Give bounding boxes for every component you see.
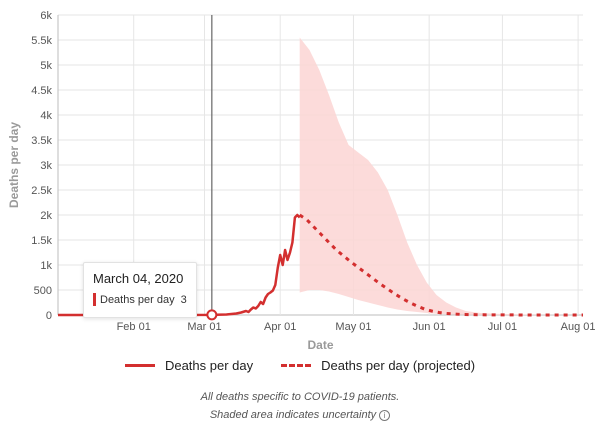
x-tick-label: May 01 (335, 321, 371, 333)
y-tick-label: 3k (40, 160, 52, 172)
y-tick-label: 6k (40, 10, 52, 22)
series-line-deaths-per-day (57, 213, 301, 317)
x-axis-title: Date (307, 338, 333, 352)
y-tick-label: 0 (46, 310, 52, 322)
footnote-uncertainty-text: Shaded area indicates uncertainty (209, 409, 377, 421)
tooltip-series-label: Deaths per day (100, 293, 175, 306)
x-tick-label: Jun 01 (413, 321, 446, 333)
x-tick-label: Jul 01 (488, 321, 517, 333)
tooltip-series-swatch (93, 293, 96, 306)
x-axis-ticks: Feb 01 Mar 01 Apr 01 May 01 Jun 01 Jul 01 Aug … (117, 321, 596, 333)
y-tick-label: 4.5k (31, 85, 52, 97)
uncertainty-band-layer (299, 37, 583, 315)
legend-dashed-line-swatch (281, 364, 312, 367)
x-tick-label: Feb 01 (117, 321, 151, 333)
y-tick-label: 500 (34, 285, 52, 297)
hover-tooltip: March 04, 2020 Deaths per day 3 (83, 262, 197, 318)
tooltip-date: March 04, 2020 (93, 271, 184, 286)
x-tick-label: Apr 01 (264, 321, 296, 333)
y-tick-label: 4k (40, 110, 52, 122)
tooltip-row: Deaths per day 3 (93, 293, 187, 306)
y-tick-label: 5.5k (31, 35, 52, 47)
y-axis-title: Deaths per day (7, 122, 21, 208)
tooltip-value: 3 (180, 293, 187, 306)
y-tick-label: 2k (40, 210, 52, 222)
hover-point-marker (206, 309, 218, 321)
uncertainty-band (299, 37, 583, 315)
legend-solid-line-swatch (124, 364, 155, 367)
x-tick-label: Aug 01 (561, 321, 596, 333)
footnote-deaths-specific: All deaths specific to COVID-19 patients… (200, 391, 400, 403)
chart-legend: Deaths per day Deaths per day (projected… (0, 358, 600, 373)
y-tick-label: 2.5k (31, 185, 52, 197)
info-icon[interactable]: i (379, 409, 391, 421)
legend-label-deaths-per-day-projected: Deaths per day (projected) (321, 358, 476, 373)
y-tick-label: 1k (40, 260, 52, 272)
y-tick-label: 3.5k (31, 135, 52, 147)
series-lines-layer (57, 213, 583, 317)
y-axis-ticks: 0 500 1k 1.5k 2k 2.5k 3k 3.5k 4k 4.5k 5k 5.5k 6k (31, 10, 52, 322)
footnote-uncertainty: Shaded area indicates uncertainty i (0, 406, 600, 424)
legend-item-deaths-per-day[interactable]: Deaths per day (124, 358, 254, 373)
hover-layer[interactable] (206, 15, 218, 321)
y-tick-label: 1.5k (31, 235, 52, 247)
legend-label-deaths-per-day: Deaths per day (164, 358, 254, 373)
y-tick-label: 5k (40, 60, 52, 72)
legend-item-deaths-per-day-projected[interactable]: Deaths per day (projected) (281, 358, 475, 373)
chart-footnotes: All deaths specific to COVID-19 patients… (0, 388, 600, 424)
x-tick-label: Mar 01 (187, 321, 221, 333)
